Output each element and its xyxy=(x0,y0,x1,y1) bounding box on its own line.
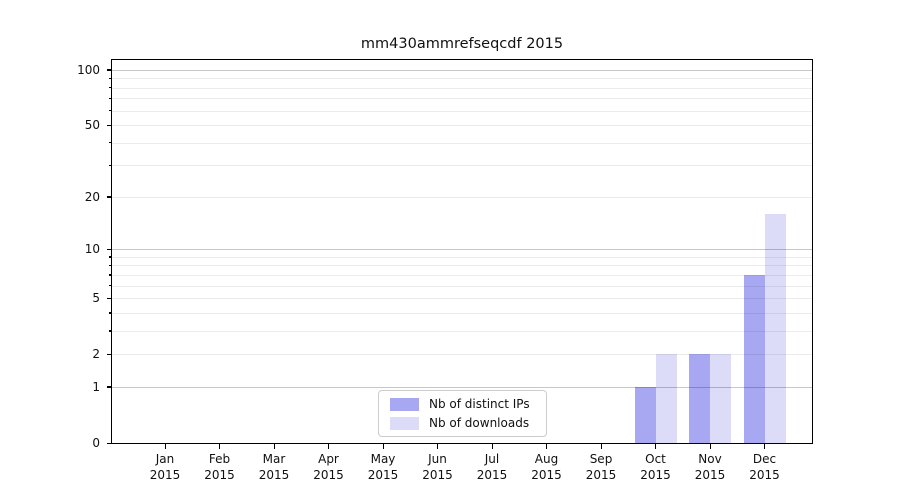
x-tick-label-feb-2015: Feb 2015 xyxy=(204,452,235,482)
gridline-minor-60 xyxy=(112,110,812,112)
y-minortick-90 xyxy=(109,77,112,80)
y-minortick-6 xyxy=(109,285,112,287)
x-tick-label-jan-2015: Jan 2015 xyxy=(149,452,181,482)
y-tick-50 xyxy=(107,124,112,126)
x-tick-feb xyxy=(219,444,221,449)
bar-nb-of-distinct-ips-nov xyxy=(689,354,710,443)
y-tick-label-10: 10 xyxy=(84,242,100,257)
bar-nb-of-downloads-nov xyxy=(710,354,731,443)
gridline-major-100 xyxy=(112,69,812,71)
y-tick-label-1: 1 xyxy=(92,379,100,394)
y-tick-100 xyxy=(107,69,112,71)
y-minortick-30 xyxy=(109,164,112,167)
gridline-minor-2 xyxy=(112,354,812,356)
legend-row-distinct-ips: Nb of distinct IPs xyxy=(390,397,538,411)
x-tick-label-apr-2015: Apr 2015 xyxy=(313,452,344,482)
gridline-minor-7 xyxy=(112,274,812,276)
y-minortick-3 xyxy=(109,330,112,332)
y-minortick-80 xyxy=(109,87,112,89)
y-tick-label-100: 100 xyxy=(77,62,100,77)
gridline-minor-50 xyxy=(112,125,812,127)
x-tick-nov xyxy=(709,444,711,449)
gridline-minor-3 xyxy=(112,330,812,332)
y-minortick-4 xyxy=(109,312,112,314)
y-minortick-40 xyxy=(109,142,112,144)
x-tick-apr xyxy=(328,444,330,449)
gridline-minor-70 xyxy=(112,98,812,100)
legend-swatch-downloads xyxy=(390,416,419,430)
legend-swatch-distinct-ips xyxy=(390,397,419,411)
x-tick-label-mar-2015: Mar 2015 xyxy=(258,452,290,482)
x-tick-sep xyxy=(600,444,602,449)
gridline-minor-6 xyxy=(112,285,812,287)
legend-label-downloads: Nb of downloads xyxy=(429,416,530,430)
legend-label-distinct-ips: Nb of distinct IPs xyxy=(429,397,530,411)
x-tick-label-jul-2015: Jul 2015 xyxy=(476,452,508,482)
x-tick-label-aug-2015: Aug 2015 xyxy=(531,452,562,482)
x-tick-label-nov-2015: Nov 2015 xyxy=(694,452,726,482)
gridline-minor-5 xyxy=(112,298,812,300)
y-tick-label-5: 5 xyxy=(92,291,100,306)
x-tick-dec xyxy=(764,444,766,449)
y-minortick-70 xyxy=(109,97,112,100)
x-tick-label-jun-2015: Jun 2015 xyxy=(422,452,453,482)
y-tick-label-2: 2 xyxy=(92,347,100,362)
y-tick-label-20: 20 xyxy=(84,189,100,204)
bar-nb-of-downloads-dec xyxy=(764,213,786,443)
x-tick-aug xyxy=(546,444,548,449)
bar-nb-of-distinct-ips-oct xyxy=(634,386,656,443)
y-tick-2 xyxy=(107,353,112,355)
y-tick-5 xyxy=(107,297,112,299)
x-tick-oct xyxy=(655,444,657,449)
gridline-minor-30 xyxy=(112,165,812,167)
y-tick-label-50: 50 xyxy=(84,118,100,133)
y-tick-10 xyxy=(107,248,112,250)
x-tick-jul xyxy=(491,444,493,449)
gridline-minor-40 xyxy=(112,142,812,144)
gridline-minor-8 xyxy=(112,265,812,267)
y-tick-1 xyxy=(107,386,112,388)
x-tick-label-oct-2015: Oct 2015 xyxy=(640,452,671,482)
x-tick-label-dec-2015: Dec 2015 xyxy=(749,452,780,482)
y-minortick-7 xyxy=(109,274,112,276)
bar-nb-of-distinct-ips-dec xyxy=(743,274,765,443)
y-minortick-8 xyxy=(109,264,112,267)
y-minortick-60 xyxy=(109,110,112,112)
y-tick-label-0: 0 xyxy=(92,436,100,450)
gridline-minor-20 xyxy=(112,196,812,198)
x-tick-jan xyxy=(164,444,166,449)
gridline-major-10 xyxy=(112,249,812,251)
y-tick-20 xyxy=(107,196,112,198)
x-tick-mar xyxy=(273,444,275,449)
bar-nb-of-downloads-oct xyxy=(655,354,677,443)
x-tick-jun xyxy=(437,444,439,449)
legend: Nb of distinct IPs Nb of downloads xyxy=(378,390,547,437)
gridline-minor-4 xyxy=(112,312,812,314)
gridline-minor-80 xyxy=(112,87,812,89)
legend-row-downloads: Nb of downloads xyxy=(390,416,538,430)
gridline-major-1 xyxy=(112,386,812,388)
gridline-minor-9 xyxy=(112,256,812,258)
x-tick-label-sep-2015: Sep 2015 xyxy=(585,452,617,482)
y-tick-0 xyxy=(107,442,112,444)
gridline-minor-90 xyxy=(112,78,812,80)
y-minortick-9 xyxy=(109,256,112,258)
x-tick-label-may-2015: May 2015 xyxy=(367,452,399,482)
x-tick-may xyxy=(382,444,384,449)
chart-title: mm430ammrefseqcdf 2015 xyxy=(360,36,564,52)
